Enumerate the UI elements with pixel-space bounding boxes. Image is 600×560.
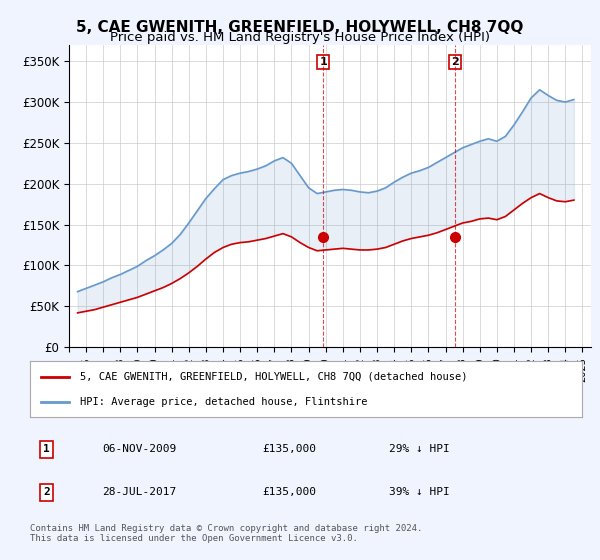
Text: 06-NOV-2009: 06-NOV-2009 [102,445,176,454]
Text: 39% ↓ HPI: 39% ↓ HPI [389,487,449,497]
Text: 1: 1 [319,57,327,67]
Text: 5, CAE GWENITH, GREENFIELD, HOLYWELL, CH8 7QQ (detached house): 5, CAE GWENITH, GREENFIELD, HOLYWELL, CH… [80,372,467,382]
Text: 29% ↓ HPI: 29% ↓ HPI [389,445,449,454]
Text: Contains HM Land Registry data © Crown copyright and database right 2024.
This d: Contains HM Land Registry data © Crown c… [30,524,422,543]
Text: HPI: Average price, detached house, Flintshire: HPI: Average price, detached house, Flin… [80,396,367,407]
Text: 5, CAE GWENITH, GREENFIELD, HOLYWELL, CH8 7QQ: 5, CAE GWENITH, GREENFIELD, HOLYWELL, CH… [76,20,524,35]
Text: 2: 2 [451,57,459,67]
Text: Price paid vs. HM Land Registry's House Price Index (HPI): Price paid vs. HM Land Registry's House … [110,31,490,44]
Text: 1: 1 [43,445,50,454]
Text: 2: 2 [43,487,50,497]
Text: 28-JUL-2017: 28-JUL-2017 [102,487,176,497]
Text: £135,000: £135,000 [262,445,316,454]
Text: £135,000: £135,000 [262,487,316,497]
